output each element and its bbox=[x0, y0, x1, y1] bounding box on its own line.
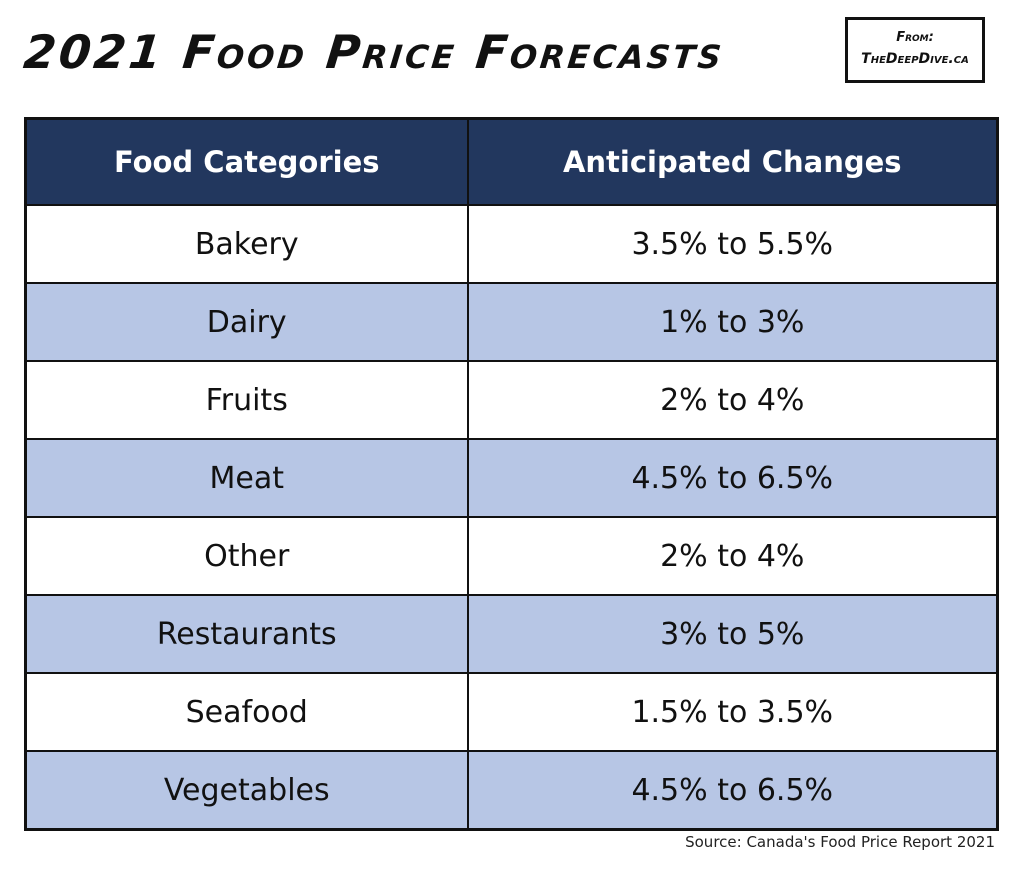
table-header-row: Food Categories Anticipated Changes bbox=[24, 117, 999, 206]
table-row: Dairy 1% to 3% bbox=[24, 282, 999, 362]
table-cell-category: Seafood bbox=[24, 672, 469, 752]
table-body: Bakery 3.5% to 5.5% Dairy 1% to 3% Fruits 2% … bbox=[24, 204, 999, 831]
source-badge: From: TheDeepDive.ca bbox=[845, 17, 985, 83]
source-badge-site: TheDeepDive.ca bbox=[861, 51, 969, 67]
table-row: Bakery 3.5% to 5.5% bbox=[24, 204, 999, 284]
column-header-category: Food Categories bbox=[24, 117, 469, 206]
page-title: 2021 Food Price Forecasts bbox=[21, 25, 728, 79]
table-cell-category: Meat bbox=[24, 438, 469, 518]
table-cell-change: 3.5% to 5.5% bbox=[466, 204, 999, 284]
forecast-table: Food Categories Anticipated Changes Bake… bbox=[24, 117, 999, 831]
table-cell-category: Vegetables bbox=[24, 750, 469, 831]
table-row: Vegetables 4.5% to 6.5% bbox=[24, 750, 999, 831]
table-cell-category: Restaurants bbox=[24, 594, 469, 674]
table-row: Seafood 1.5% to 3.5% bbox=[24, 672, 999, 752]
source-badge-from: From: bbox=[896, 30, 934, 45]
table-cell-change: 1% to 3% bbox=[466, 282, 999, 362]
table-cell-change: 2% to 4% bbox=[466, 516, 999, 596]
table-row: Restaurants 3% to 5% bbox=[24, 594, 999, 674]
table-cell-category: Other bbox=[24, 516, 469, 596]
table-cell-change: 4.5% to 6.5% bbox=[466, 750, 999, 831]
table-cell-change: 2% to 4% bbox=[466, 360, 999, 440]
table-cell-change: 1.5% to 3.5% bbox=[466, 672, 999, 752]
table-cell-category: Bakery bbox=[24, 204, 469, 284]
table-row: Other 2% to 4% bbox=[24, 516, 999, 596]
table-cell-category: Fruits bbox=[24, 360, 469, 440]
column-header-change: Anticipated Changes bbox=[466, 117, 999, 206]
table-row: Meat 4.5% to 6.5% bbox=[24, 438, 999, 518]
table-cell-change: 4.5% to 6.5% bbox=[466, 438, 999, 518]
source-note: Source: Canada's Food Price Report 2021 bbox=[685, 833, 995, 851]
table-cell-change: 3% to 5% bbox=[466, 594, 999, 674]
table-row: Fruits 2% to 4% bbox=[24, 360, 999, 440]
table-cell-category: Dairy bbox=[24, 282, 469, 362]
